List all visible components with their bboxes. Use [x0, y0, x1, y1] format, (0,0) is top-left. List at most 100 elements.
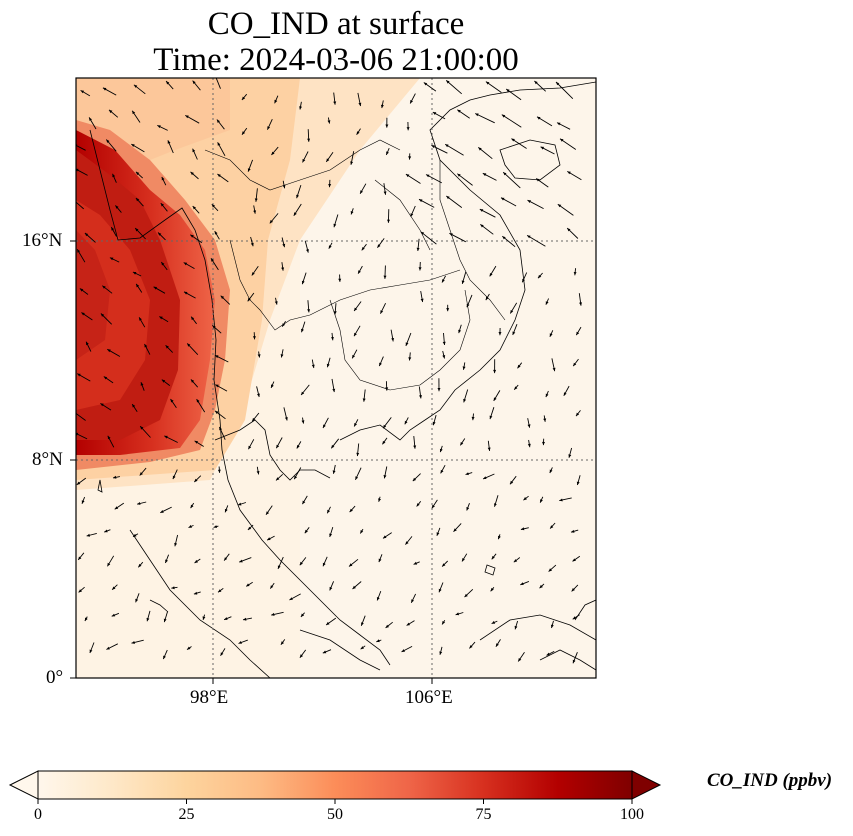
- wind-arrowhead: [137, 502, 141, 505]
- wind-arrowhead: [158, 232, 162, 236]
- wind-arrowhead: [540, 146, 545, 150]
- wind-arrowhead: [405, 541, 409, 545]
- wind-arrowhead: [174, 542, 178, 547]
- wind-arrowhead: [220, 295, 225, 299]
- wind-arrowhead: [271, 384, 274, 388]
- wind-arrowhead: [196, 399, 200, 403]
- wind-arrowhead: [462, 366, 466, 370]
- wind-arrowhead: [136, 283, 140, 288]
- wind-arrowhead: [190, 171, 194, 176]
- wind-arrowhead: [466, 507, 470, 511]
- wind-arrowhead: [163, 655, 166, 660]
- wind-arrowhead: [542, 441, 545, 446]
- plot-time: Time: 2024-03-06 21:00:00: [153, 42, 519, 78]
- wind-arrowhead: [352, 585, 356, 589]
- wind-arrowhead: [408, 357, 412, 361]
- wind-arrowhead: [214, 231, 218, 235]
- wind-arrowhead: [453, 528, 457, 532]
- wind-arrowhead: [576, 481, 580, 485]
- wind-arrowhead: [220, 652, 224, 656]
- wind-arrowhead: [338, 278, 342, 282]
- wind-arrowhead: [219, 426, 223, 431]
- wind-arrowhead: [557, 122, 561, 126]
- wind-arrowhead: [440, 469, 444, 474]
- wind-arrowhead: [184, 291, 188, 295]
- wind-arrowhead: [103, 376, 108, 380]
- wind-arrowhead: [333, 101, 337, 105]
- wind-arrowhead: [418, 267, 422, 271]
- wind-arrowhead: [449, 233, 453, 237]
- wind-arrowhead: [576, 331, 580, 336]
- wind-arrowhead: [282, 184, 286, 189]
- wind-arrowhead: [166, 81, 170, 85]
- concentration-field: [76, 78, 596, 678]
- wind-arrowhead: [538, 274, 542, 279]
- wind-arrow: [501, 114, 522, 128]
- wind-arrowhead: [465, 472, 469, 476]
- wind-arrowhead: [159, 316, 163, 320]
- wind-arrowhead: [354, 307, 358, 311]
- wind-arrowhead: [271, 151, 275, 155]
- country-borders: [204, 139, 506, 391]
- wind-arrowhead: [276, 477, 280, 481]
- wind-arrow: [457, 173, 473, 186]
- wind-arrowhead: [78, 589, 82, 593]
- lat-tick-label: 16°N: [22, 230, 63, 251]
- wind-arrowhead: [86, 341, 89, 346]
- wind-arrowhead: [161, 262, 165, 266]
- wind-arrowhead: [192, 80, 196, 84]
- wind-arrowhead: [281, 267, 285, 271]
- wind-arrowhead: [302, 158, 306, 163]
- wind-arrowhead: [282, 243, 286, 248]
- colorbar-tick-label: 75: [475, 806, 492, 823]
- wind-arrowhead: [132, 110, 136, 115]
- wind-arrowhead: [224, 557, 228, 561]
- wind-arrowhead: [350, 161, 354, 165]
- wind-arrowhead: [458, 329, 462, 334]
- wind-arrowhead: [218, 589, 222, 593]
- wind-arrowhead: [442, 563, 446, 567]
- wind-arrowhead: [331, 444, 335, 449]
- wind-arrowhead: [520, 582, 524, 585]
- wind-arrowhead: [419, 199, 423, 203]
- wind-arrowhead: [487, 447, 491, 451]
- wind-arrowhead: [109, 257, 114, 261]
- colorbar: [8, 770, 662, 804]
- wind-arrowhead: [270, 585, 274, 589]
- wind-arrow: [526, 235, 546, 247]
- wind-arrowhead: [202, 616, 206, 620]
- wind-arrowhead: [517, 364, 521, 369]
- wind-arrowhead: [133, 533, 137, 537]
- wind-arrowhead: [332, 470, 336, 474]
- wind-arrowhead: [194, 559, 198, 563]
- wind-arrowhead: [239, 559, 243, 563]
- wind-arrowhead: [495, 643, 499, 647]
- wind-arrowhead: [253, 210, 257, 214]
- wind-arrowhead: [214, 74, 217, 78]
- wind-arrowhead: [271, 612, 275, 616]
- wind-arrowhead: [215, 355, 219, 359]
- wind-arrowhead: [247, 297, 251, 302]
- wind-arrowhead: [464, 593, 468, 598]
- wind-arrowhead: [89, 117, 92, 121]
- wind-arrowhead: [572, 659, 576, 664]
- wind-arrowhead: [299, 561, 303, 566]
- wind-arrowhead: [331, 337, 334, 341]
- wind-arrowhead: [102, 285, 106, 289]
- wind-arrowhead: [215, 384, 219, 388]
- wind-arrowhead: [572, 616, 577, 620]
- wind-arrowhead: [416, 503, 420, 507]
- wind-arrowhead: [513, 559, 518, 563]
- wind-arrowhead: [354, 423, 357, 427]
- wind-arrowhead: [410, 100, 413, 104]
- wind-arrowhead: [560, 138, 564, 142]
- wind-arrowhead: [115, 205, 119, 209]
- wind-arrowhead: [405, 174, 410, 178]
- colorbar-max-extend: [631, 770, 662, 800]
- colorbar-tick-label: 100: [620, 806, 644, 823]
- wind-arrowhead: [194, 478, 198, 482]
- wind-arrowhead: [107, 349, 111, 353]
- wind-arrowhead: [568, 454, 572, 458]
- wind-arrowhead: [527, 424, 531, 428]
- wind-arrowhead: [299, 106, 302, 110]
